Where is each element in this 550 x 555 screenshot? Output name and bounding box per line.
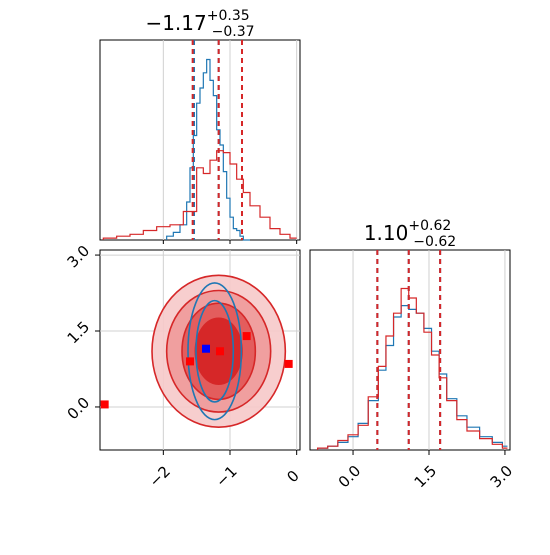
- title-1-sub: −0.37: [212, 24, 255, 40]
- title-2-sub: −0.62: [413, 234, 456, 250]
- title-param-2: 1.10+0.62 −0.62: [364, 218, 456, 250]
- histogram-series-blue: [166, 58, 250, 241]
- panel-bottom-left-frame: [99, 249, 301, 451]
- blue-marker: [202, 344, 210, 353]
- red-marker: [100, 400, 109, 409]
- red-marker: [216, 347, 224, 356]
- histogram-series-blue: [316, 305, 508, 450]
- x-tick-label: −2: [146, 462, 174, 490]
- histogram-series-red: [102, 150, 297, 240]
- blue-contour-level: [195, 299, 235, 403]
- x-tick-label: 0: [283, 467, 302, 486]
- x-tick-label: 3.0: [487, 462, 517, 492]
- red-marker: [284, 359, 293, 368]
- y-tick-label: 3.0: [64, 242, 94, 272]
- histograms: [102, 40, 508, 450]
- x-tick-label: 0.0: [335, 462, 365, 492]
- markers: [100, 332, 293, 409]
- title-2-sup: +0.62: [408, 218, 451, 234]
- red-marker: [242, 332, 251, 341]
- y-tick-label: 0.0: [64, 394, 94, 424]
- panel-bottom-right-frame: [309, 249, 511, 451]
- panel-top-left-frame: [99, 39, 301, 241]
- red-marker: [186, 357, 194, 366]
- title-1-sup: +0.35: [207, 8, 250, 24]
- title-param-1: −1.17+0.35 −0.37: [145, 8, 254, 40]
- y-tick-label: 1.5: [64, 318, 94, 348]
- title-1-base: −1.17: [145, 11, 206, 35]
- x-tick-label: 1.5: [411, 462, 441, 492]
- histogram-series-red: [316, 287, 508, 450]
- blue-contour-level: [187, 282, 243, 421]
- title-2-base: 1.10: [364, 221, 409, 245]
- x-tick-label: −1: [212, 462, 240, 490]
